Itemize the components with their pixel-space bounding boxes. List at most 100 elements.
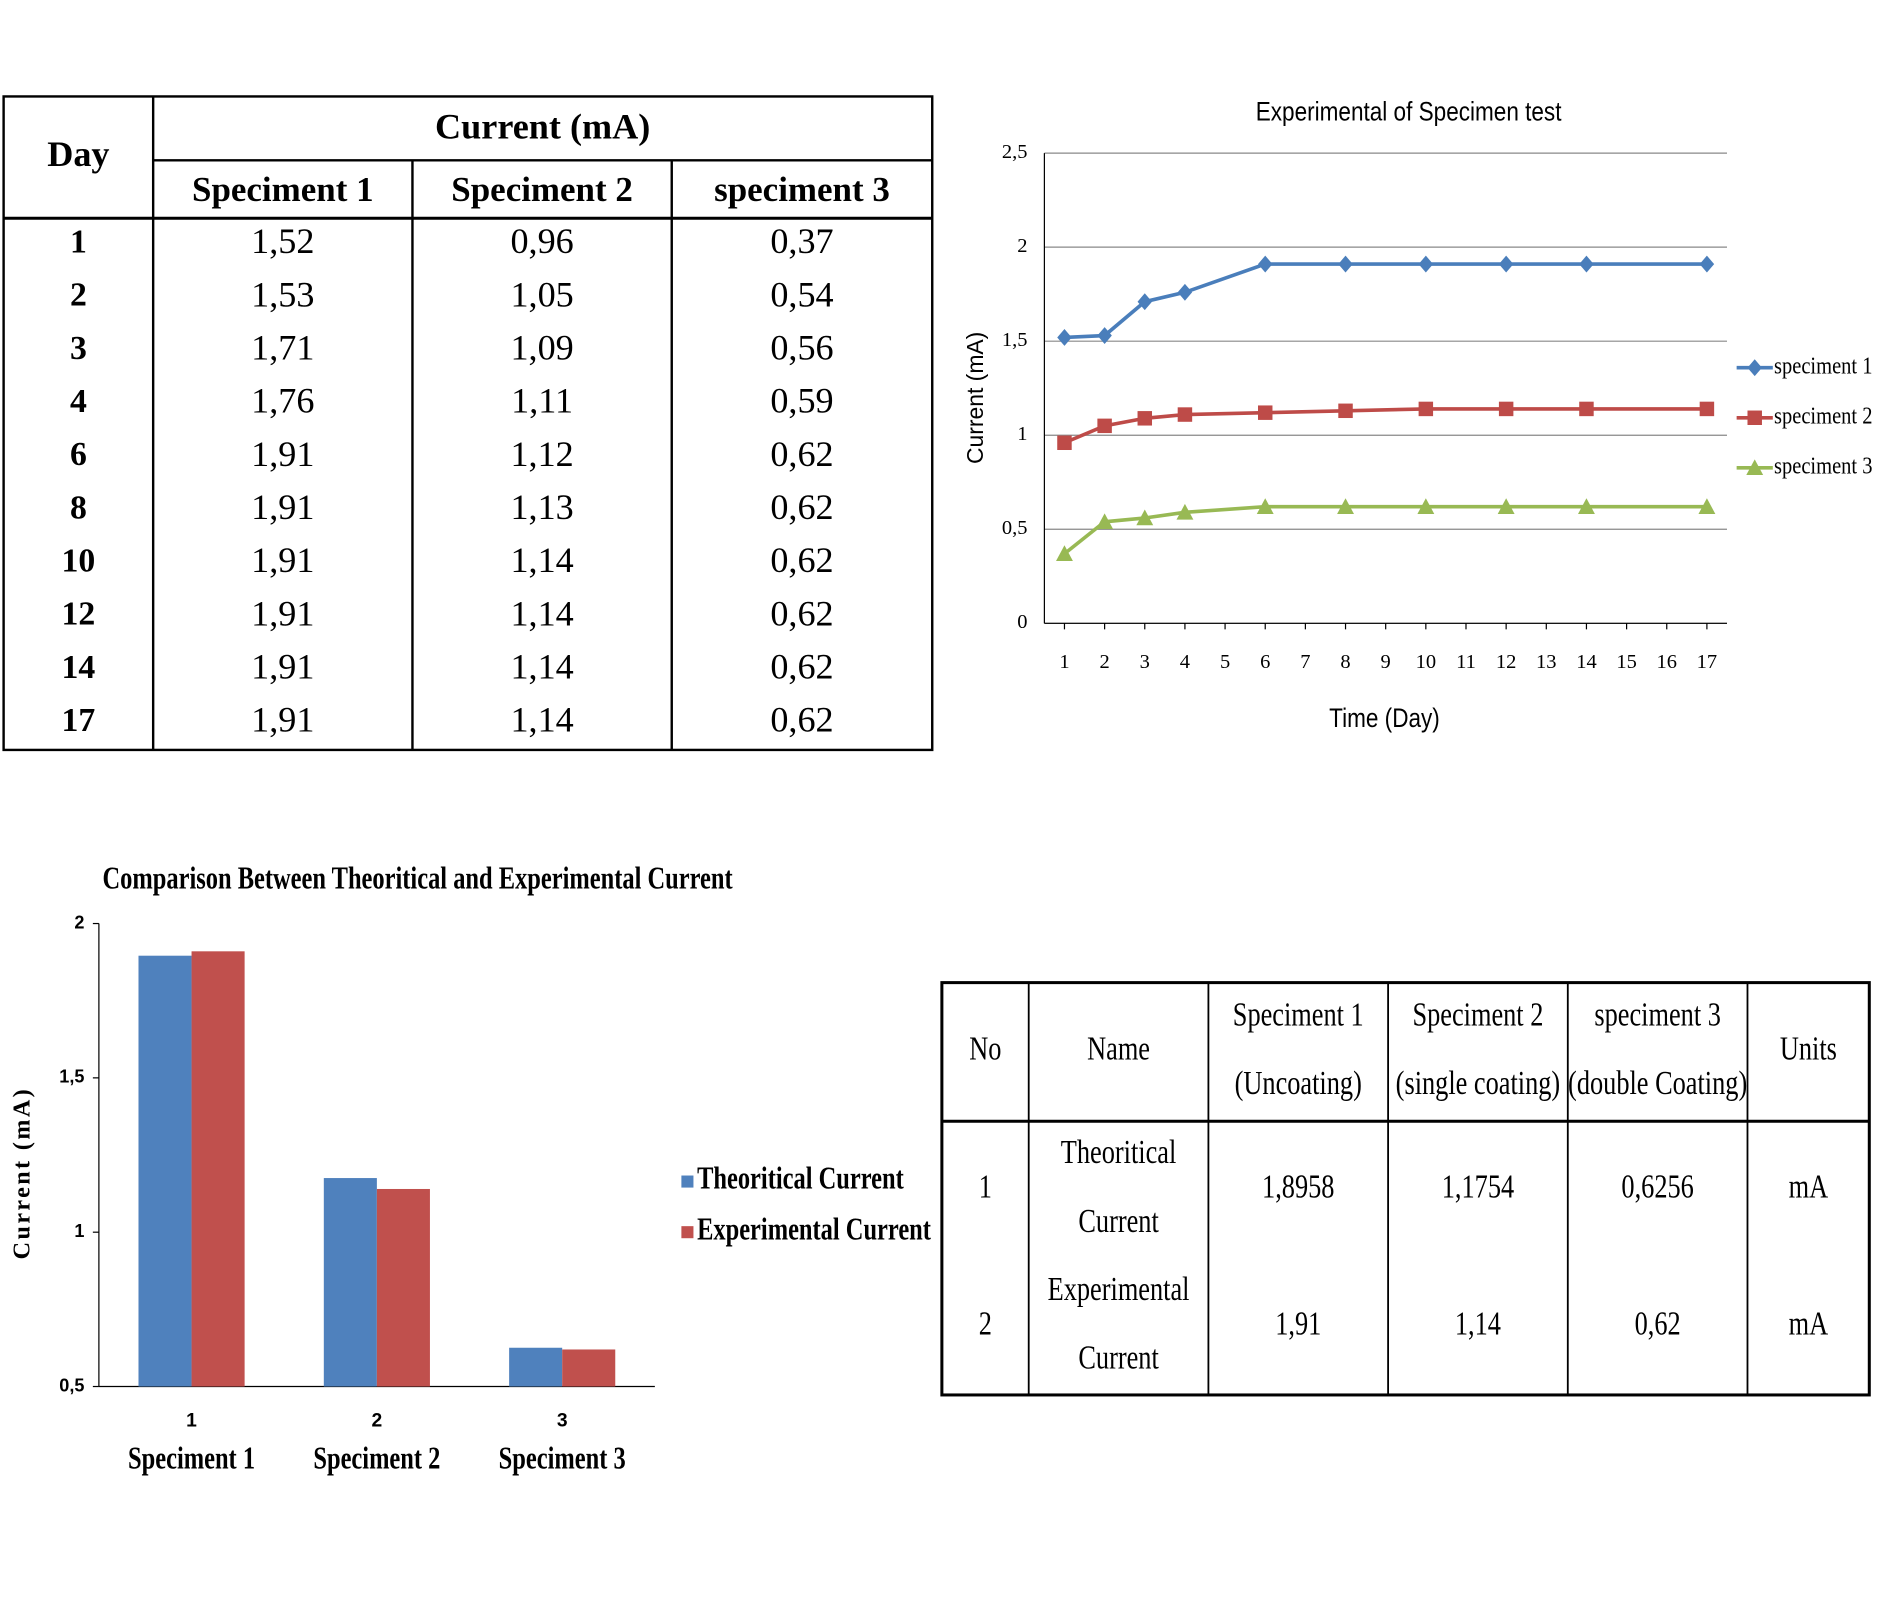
x-tick-label: 13 xyxy=(1536,651,1556,673)
table-cell: 1,14 xyxy=(1455,1304,1501,1342)
bar xyxy=(323,1178,377,1387)
table-cell: 1,91 xyxy=(251,593,314,633)
chart-title: Comparison Between Theoritical and Exper… xyxy=(103,862,734,897)
marker xyxy=(1137,293,1153,311)
table-cell: 14 xyxy=(62,649,96,686)
table-cell: 1 xyxy=(979,1167,992,1205)
y-tick-label: 1 xyxy=(74,1221,84,1241)
table-cell: 1,12 xyxy=(510,434,573,474)
x-tick-label: 1 xyxy=(1059,651,1069,673)
table-cell: 1,1754 xyxy=(1442,1167,1514,1205)
table-cell: 1,91 xyxy=(251,700,314,740)
x-tick-label: 4 xyxy=(1180,651,1190,673)
table-cell: 1,05 xyxy=(510,274,573,314)
table-cell: 0,59 xyxy=(770,381,833,421)
x-tick-label: 11 xyxy=(1456,651,1476,673)
table-cell: 8 xyxy=(70,489,87,526)
x-tick-label: 3 xyxy=(557,1411,568,1432)
table-cell: 0,54 xyxy=(770,274,833,314)
table-cell: 12 xyxy=(62,596,96,633)
marker xyxy=(1256,498,1274,514)
table-cell: 0,62 xyxy=(770,646,833,686)
marker xyxy=(1136,509,1154,526)
table-cell: (double Coating) xyxy=(1568,1064,1747,1102)
bar xyxy=(509,1347,563,1387)
table-cell: 0,62 xyxy=(770,540,833,580)
marker xyxy=(1699,401,1715,417)
table-cell: 6 xyxy=(70,436,87,473)
table-cell: Units xyxy=(1780,1030,1837,1068)
series-line xyxy=(1063,407,1707,445)
table-cell: mA xyxy=(1789,1304,1829,1342)
x-axis-label: Time (Day) xyxy=(1329,704,1440,733)
x-tick-label: 2 xyxy=(1099,651,1109,673)
table-cell: 1,09 xyxy=(510,327,573,367)
table-cell: 0,37 xyxy=(770,221,833,261)
marker xyxy=(1137,411,1153,426)
x-tick-label: 2 xyxy=(372,1411,383,1432)
table-cell: 3 xyxy=(70,330,87,367)
table-cell: 0,62 xyxy=(770,487,833,527)
table-header: Current (mA) xyxy=(435,107,650,147)
table-cell: Name xyxy=(1087,1030,1150,1068)
table-cell: 1 xyxy=(70,224,87,261)
table-cell: mA xyxy=(1789,1167,1829,1205)
legend-swatch xyxy=(681,1175,694,1188)
marker xyxy=(1579,401,1594,417)
bar xyxy=(191,951,245,1387)
bar xyxy=(138,955,192,1387)
table-cell: Theoritical xyxy=(1061,1133,1177,1171)
table-cell: 0,56 xyxy=(770,327,833,367)
x-category-label: Speciment 1 xyxy=(128,1442,255,1477)
table-header: speciment 3 xyxy=(714,170,890,209)
table-cell: 1,53 xyxy=(251,274,314,314)
marker xyxy=(1257,405,1273,420)
table-cell: 1,8958 xyxy=(1262,1167,1334,1205)
table-cell: 0,62 xyxy=(1635,1304,1681,1342)
x-tick-label: 7 xyxy=(1300,651,1310,673)
table-cell: 1,91 xyxy=(251,487,314,527)
table-header: Day xyxy=(47,134,109,174)
table-cell: 4 xyxy=(70,383,87,420)
y-tick-label: 0 xyxy=(1017,611,1027,633)
legend-marker xyxy=(1746,459,1764,476)
table-cell: Experimental xyxy=(1048,1270,1190,1308)
table-cell: 1,76 xyxy=(251,381,314,421)
x-tick-label: 15 xyxy=(1616,651,1636,673)
legend-label: speciment 3 xyxy=(1774,452,1872,479)
x-category-label: Speciment 3 xyxy=(499,1442,626,1477)
series-line xyxy=(1064,262,1707,340)
legend-marker xyxy=(1747,410,1762,425)
x-tick-label: 5 xyxy=(1220,651,1230,673)
legend-label: speciment 1 xyxy=(1774,352,1872,379)
table-cell: 1,91 xyxy=(1275,1304,1321,1342)
marker xyxy=(1498,401,1514,417)
marker xyxy=(1177,283,1193,301)
table-cell: 1,71 xyxy=(251,327,314,367)
y-axis-label: Current (mA) xyxy=(962,332,988,464)
x-tick-label: 6 xyxy=(1260,651,1270,673)
legend-label: Experimental Current xyxy=(697,1213,931,1248)
x-tick-label: 10 xyxy=(1416,651,1436,673)
table-cell: Current xyxy=(1078,1202,1159,1240)
series-line xyxy=(1063,504,1707,556)
table-cell: 1,14 xyxy=(510,700,573,740)
table-cell: (Uncoating) xyxy=(1235,1064,1362,1102)
marker xyxy=(1698,498,1716,514)
table-cell: 1,91 xyxy=(251,434,314,474)
y-tick-label: 1,5 xyxy=(59,1067,84,1087)
legend-swatch xyxy=(681,1226,694,1239)
marker xyxy=(1497,498,1515,514)
marker xyxy=(1578,498,1595,514)
x-tick-label: 1 xyxy=(186,1411,197,1432)
table-cell: 1,11 xyxy=(511,381,573,421)
table-header: Speciment 1 xyxy=(192,170,374,209)
marker xyxy=(1097,327,1112,344)
table-cell: Speciment 2 xyxy=(1412,995,1543,1033)
y-tick-label: 1 xyxy=(1017,423,1027,445)
y-tick-label: 1,5 xyxy=(1002,329,1028,351)
y-tick-label: 0,5 xyxy=(1002,517,1028,539)
table-cell: 1,52 xyxy=(251,221,314,261)
